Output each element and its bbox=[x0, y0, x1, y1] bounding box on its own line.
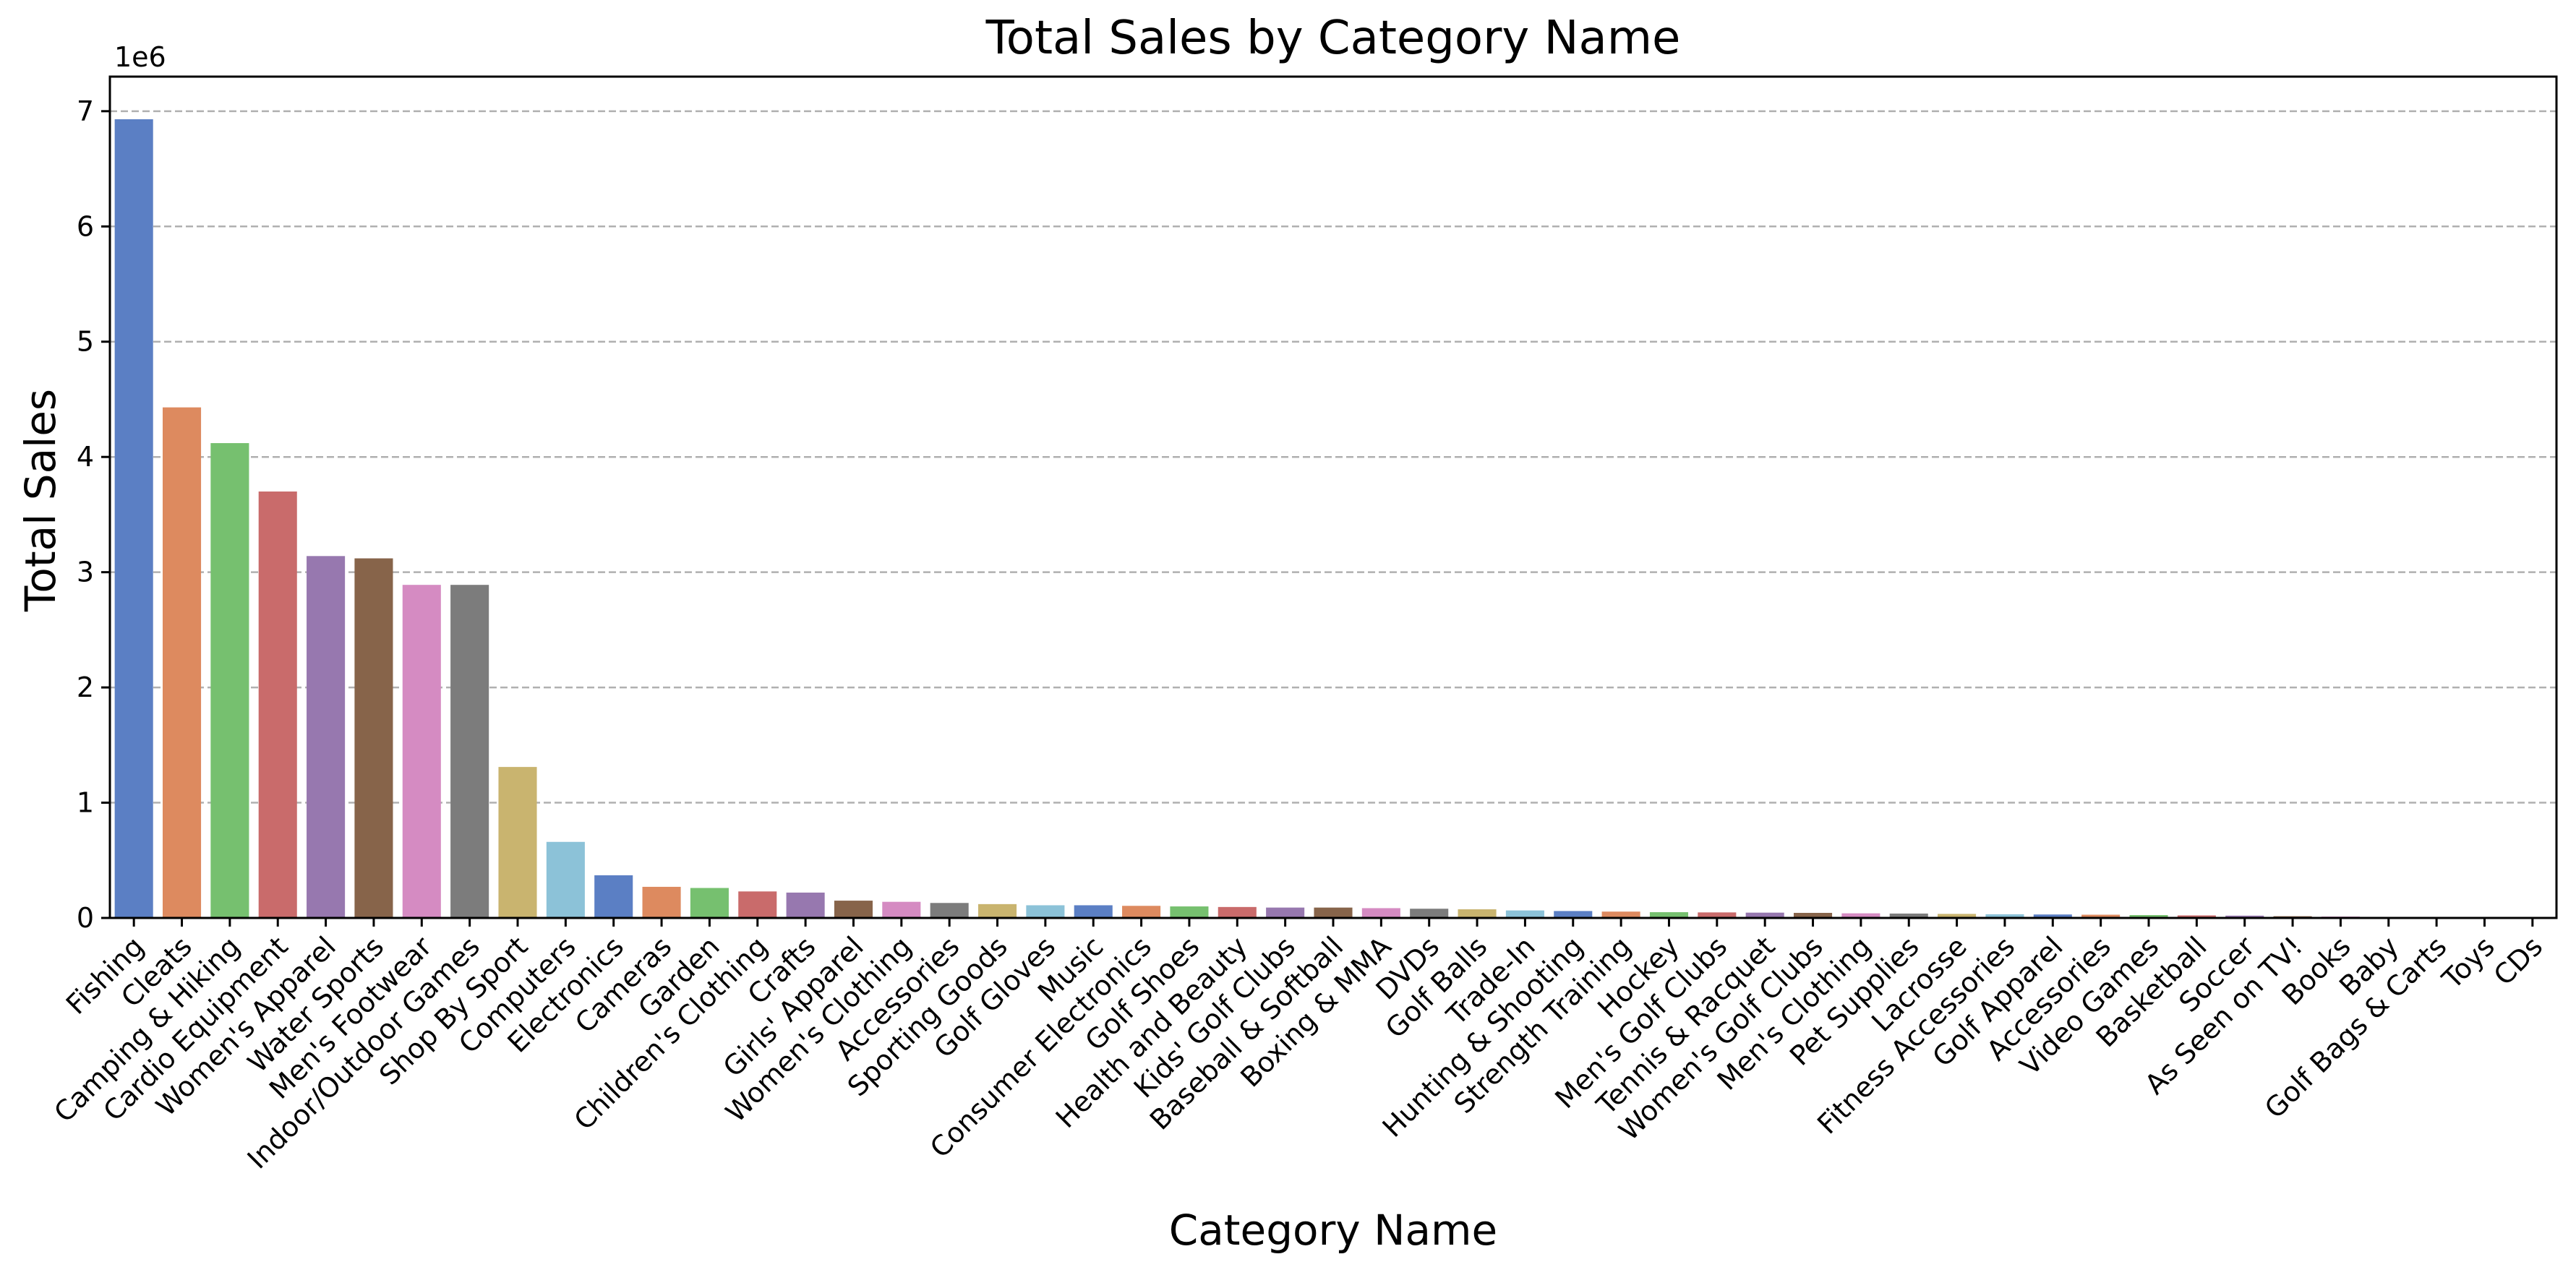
y-tick-label: 3 bbox=[77, 557, 94, 588]
bar bbox=[114, 119, 153, 918]
bar bbox=[498, 767, 537, 918]
bar bbox=[977, 903, 1017, 918]
bar bbox=[1314, 907, 1353, 918]
bar bbox=[354, 558, 393, 918]
y-tick-label: 7 bbox=[77, 95, 94, 127]
y-tick-label: 4 bbox=[77, 441, 94, 473]
bar bbox=[1122, 906, 1161, 918]
bar bbox=[1458, 909, 1497, 918]
bar bbox=[210, 443, 249, 918]
bar bbox=[1266, 907, 1305, 918]
bar bbox=[930, 903, 969, 918]
bar bbox=[1985, 914, 2024, 918]
bar bbox=[1793, 912, 1833, 918]
bar bbox=[2033, 914, 2072, 918]
bar bbox=[162, 407, 202, 918]
y-axis-label: Total Sales bbox=[16, 389, 65, 612]
bar bbox=[1841, 913, 1880, 918]
bar bbox=[882, 901, 921, 918]
bar bbox=[1889, 913, 1928, 918]
y-scale-label: 1e6 bbox=[114, 41, 166, 73]
bar bbox=[834, 901, 873, 918]
bar bbox=[2177, 915, 2216, 918]
y-ticks: 0 1 2 3 4 5 6 7 bbox=[77, 95, 110, 934]
bar bbox=[1218, 906, 1257, 918]
bar bbox=[2081, 914, 2121, 918]
y-tick-label: 5 bbox=[77, 326, 94, 358]
bar bbox=[258, 491, 297, 918]
bar bbox=[1698, 912, 1737, 918]
bar bbox=[1074, 905, 1113, 918]
bar bbox=[1554, 911, 1593, 918]
bar bbox=[1505, 910, 1544, 918]
bar bbox=[690, 888, 729, 918]
y-tick-label: 1 bbox=[77, 787, 94, 819]
bar bbox=[307, 556, 346, 918]
y-tick-label: 0 bbox=[77, 902, 94, 934]
x-axis-label: Category Name bbox=[1169, 1206, 1497, 1255]
bar bbox=[2129, 915, 2168, 918]
bar bbox=[1170, 906, 1209, 918]
bars bbox=[114, 119, 2552, 918]
bar bbox=[1026, 905, 1065, 918]
bar bbox=[738, 891, 777, 918]
y-tick-label: 2 bbox=[77, 671, 94, 703]
x-tick-label: CDs bbox=[2488, 930, 2549, 992]
x-tick-label: Toys bbox=[2436, 930, 2501, 995]
bar bbox=[1938, 914, 1977, 918]
bar bbox=[1649, 912, 1689, 918]
bar bbox=[2225, 915, 2264, 918]
bar bbox=[1601, 911, 1640, 918]
bar bbox=[546, 841, 585, 918]
bar bbox=[786, 892, 825, 918]
bar bbox=[1361, 908, 1400, 918]
bar bbox=[594, 875, 633, 918]
bar bbox=[1410, 909, 1449, 918]
plot-frame bbox=[108, 75, 2558, 919]
chart-title: Total Sales by Category Name bbox=[985, 12, 1681, 65]
y-tick-label: 6 bbox=[77, 210, 94, 242]
bar bbox=[450, 585, 489, 918]
bar bbox=[1745, 912, 1784, 918]
bar bbox=[642, 886, 681, 918]
bar bbox=[402, 585, 441, 918]
